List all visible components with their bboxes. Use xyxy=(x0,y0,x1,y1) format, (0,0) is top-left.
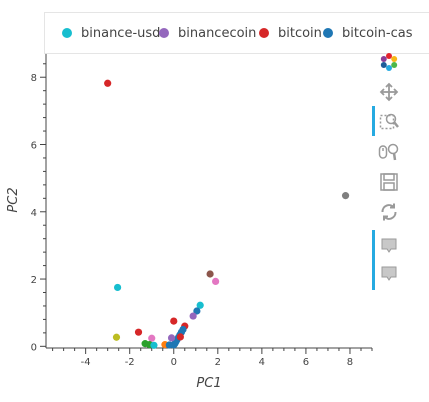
points-layer xyxy=(104,79,350,349)
bokeh-logo-icon[interactable] xyxy=(376,50,402,74)
data-point xyxy=(112,333,121,341)
reset-icon[interactable] xyxy=(376,200,402,224)
plot-toolbar xyxy=(372,48,406,298)
y-tick-label: 4 xyxy=(31,208,37,219)
data-point xyxy=(165,341,173,349)
legend-label: binance-usd xyxy=(81,25,161,41)
x-tick-label: 4 xyxy=(259,357,265,368)
pan-icon[interactable] xyxy=(376,80,402,104)
x-axis-label: PC1 xyxy=(196,376,221,391)
data-point xyxy=(206,270,214,278)
data-point xyxy=(134,328,143,336)
data-point xyxy=(189,312,197,320)
legend-swatch xyxy=(62,28,72,38)
data-point xyxy=(193,307,201,315)
x-tick-label: -2 xyxy=(125,357,135,368)
save-icon[interactable] xyxy=(376,170,402,194)
data-point xyxy=(148,334,156,342)
data-point xyxy=(167,334,176,342)
box-zoom-icon[interactable] xyxy=(376,110,402,134)
legend-item[interactable]: bitcoin xyxy=(259,13,322,53)
data-point xyxy=(341,192,350,200)
x-tick-label: 6 xyxy=(303,357,309,368)
wheel-zoom-icon[interactable] xyxy=(376,140,402,164)
y-tick-label: 0 xyxy=(31,342,37,353)
data-point xyxy=(150,341,158,349)
active-tool-indicator xyxy=(372,106,375,136)
legend-swatch xyxy=(323,28,333,38)
y-tick-label: 2 xyxy=(31,275,37,286)
x-tick-label: 0 xyxy=(171,357,177,368)
data-point xyxy=(196,301,204,309)
legend-item[interactable]: binancecoin xyxy=(159,13,256,53)
legend: binance-usd binancecoin bitcoin bitcoin-… xyxy=(44,12,429,54)
y-tick-label: 6 xyxy=(31,141,37,152)
legend-swatch xyxy=(259,28,269,38)
legend-swatch xyxy=(159,28,169,38)
active-tool-indicator xyxy=(372,230,375,290)
y-axis-label: PC2 xyxy=(6,187,21,212)
data-point xyxy=(212,277,220,285)
axes: -4 -2 0 2 4 6 8 0 2 4 6 8 xyxy=(31,52,373,368)
hover-icon[interactable] xyxy=(376,262,402,286)
legend-item[interactable]: binance-usd xyxy=(62,13,160,53)
legend-label: bitcoin xyxy=(278,25,322,41)
x-tick-label: 8 xyxy=(347,357,353,368)
legend-label: binancecoin xyxy=(178,25,257,41)
data-point xyxy=(176,333,184,341)
x-tick-label: -4 xyxy=(81,357,91,368)
data-point xyxy=(113,283,122,292)
legend-label: bitcoin-cas xyxy=(342,25,413,41)
data-point xyxy=(104,79,112,87)
data-point xyxy=(170,317,178,325)
legend-item[interactable]: bitcoin-cas xyxy=(323,13,413,53)
x-tick-label: 2 xyxy=(215,357,221,368)
y-tick-label: 8 xyxy=(31,73,37,84)
hover-icon[interactable] xyxy=(376,234,402,258)
